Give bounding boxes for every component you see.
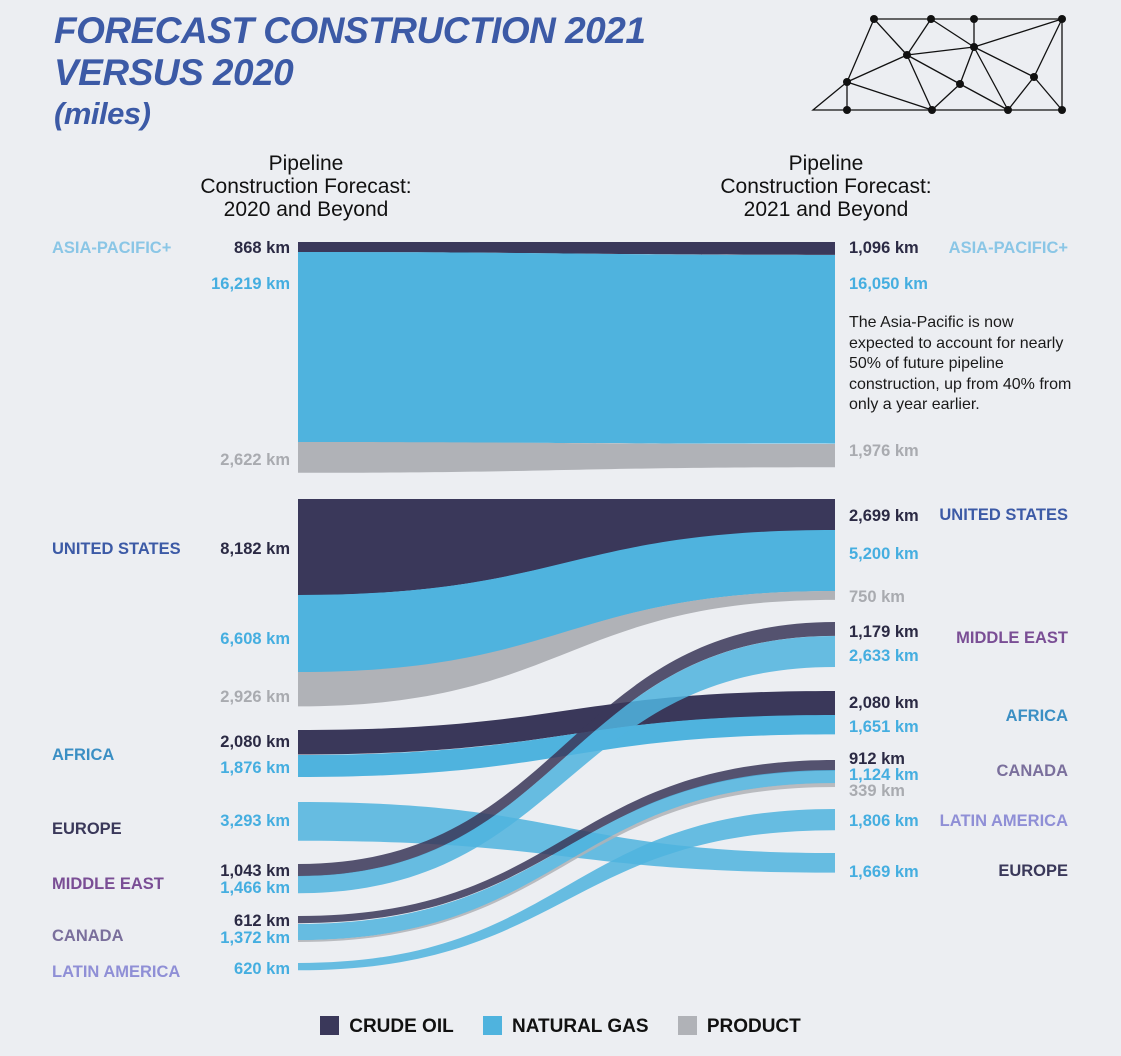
value-2021-canada-natural-gas: 1,124 km: [849, 766, 919, 784]
value-2021-asia-pacific-crude-oil: 1,096 km: [849, 239, 919, 257]
region-label-left-europe: EUROPE: [52, 820, 122, 838]
value-2020-united-states-natural-gas: 6,608 km: [220, 630, 290, 648]
legend-swatch-natural-gas: [483, 1016, 502, 1035]
value-2021-canada-product: 339 km: [849, 782, 905, 800]
legend-item-natural-gas: NATURAL GAS: [483, 1016, 649, 1038]
title-line-2: VERSUS 2020: [54, 52, 294, 93]
value-2020-middle-east-crude-oil: 1,043 km: [220, 862, 290, 880]
region-label-left-middle-east: MIDDLE EAST: [52, 875, 164, 893]
region-label-left-asia-pacific: ASIA-PACIFIC+: [52, 239, 171, 257]
region-label-left-latin-america: LATIN AMERICA: [52, 963, 180, 981]
legend-swatch-crude-oil: [320, 1016, 340, 1035]
value-2020-canada-crude-oil: 612 km: [234, 912, 290, 930]
band-middle-east-crude-oil: [298, 622, 835, 877]
value-2021-united-states-crude-oil: 2,699 km: [849, 507, 919, 525]
band-asia-pacific-natural-gas: [298, 252, 835, 444]
column-header-2021: Pipeline Construction Forecast: 2021 and…: [720, 152, 932, 221]
value-2021-canada-crude-oil: 912 km: [849, 750, 905, 768]
legend-item-product: PRODUCT: [677, 1016, 801, 1038]
value-2020-latin-america-natural-gas: 620 km: [234, 960, 290, 978]
value-2021-middle-east-natural-gas: 2,633 km: [849, 647, 919, 665]
band-africa-crude-oil: [298, 691, 835, 755]
value-2021-africa-natural-gas: 1,651 km: [849, 718, 919, 736]
value-2020-middle-east-natural-gas: 1,466 km: [220, 879, 290, 897]
region-label-right-latin-america: LATIN AMERICA: [940, 812, 1068, 830]
region-label-right-asia-pacific: ASIA-PACIFIC+: [949, 239, 1068, 257]
chart-title: FORECAST CONSTRUCTION 2021 VERSUS 2020 (…: [54, 10, 646, 134]
legend-swatch-product: [677, 1016, 697, 1035]
value-2020-canada-natural-gas: 1,372 km: [220, 929, 290, 947]
value-2020-united-states-product: 2,926 km: [220, 688, 290, 706]
region-label-right-europe: EUROPE: [998, 862, 1068, 880]
value-2021-united-states-natural-gas: 5,200 km: [849, 545, 919, 563]
region-label-right-canada: CANADA: [997, 762, 1069, 780]
legend: CRUDE OIL NATURAL GAS PRODUCT: [0, 1016, 1121, 1038]
value-2020-asia-pacific-natural-gas: 16,219 km: [211, 275, 290, 293]
value-2021-united-states-product: 750 km: [849, 588, 905, 606]
column-header-2020: Pipeline Construction Forecast: 2020 and…: [200, 152, 412, 221]
value-2021-asia-pacific-product: 1,976 km: [849, 442, 919, 460]
title-line-1: FORECAST CONSTRUCTION 2021: [54, 10, 646, 51]
band-canada-crude-oil: [298, 760, 835, 924]
band-asia-pacific-crude-oil: [298, 242, 835, 255]
legend-item-crude-oil: CRUDE OIL: [320, 1016, 454, 1038]
asia-pacific-note: The Asia-Pacific is now expected to acco…: [849, 314, 1072, 413]
region-label-right-middle-east: MIDDLE EAST: [956, 629, 1068, 647]
value-2021-asia-pacific-natural-gas: 16,050 km: [849, 275, 928, 293]
region-label-left-africa: AFRICA: [52, 746, 114, 764]
value-2021-middle-east-crude-oil: 1,179 km: [849, 623, 919, 641]
band-latin-america-natural-gas: [298, 809, 835, 971]
value-2020-europe-natural-gas: 3,293 km: [220, 812, 290, 830]
band-canada-natural-gas: [298, 770, 835, 941]
band-united-states-crude-oil: [298, 499, 835, 596]
value-2021-europe-natural-gas: 1,669 km: [849, 863, 919, 881]
value-2020-united-states-crude-oil: 8,182 km: [220, 540, 290, 558]
value-2020-africa-crude-oil: 2,080 km: [220, 733, 290, 751]
network-logo-icon: [811, 15, 1066, 114]
band-asia-pacific-product: [298, 442, 835, 473]
region-label-right-africa: AFRICA: [1006, 707, 1068, 725]
band-middle-east-natural-gas: [298, 636, 835, 894]
value-2021-africa-crude-oil: 2,080 km: [849, 694, 919, 712]
band-united-states-natural-gas: [298, 530, 835, 673]
region-label-right-united-states: UNITED STATES: [939, 506, 1068, 524]
region-label-left-united-states: UNITED STATES: [52, 540, 181, 558]
band-europe-natural-gas: [298, 802, 835, 873]
value-2021-latin-america-natural-gas: 1,806 km: [849, 812, 919, 830]
value-2020-asia-pacific-product: 2,622 km: [220, 451, 290, 469]
region-label-left-canada: CANADA: [52, 927, 124, 945]
chart-subtitle: (miles): [54, 96, 151, 131]
band-canada-product: [298, 783, 835, 942]
value-2020-asia-pacific-crude-oil: 868 km: [234, 239, 290, 257]
band-united-states-product: [298, 591, 835, 707]
value-2020-africa-natural-gas: 1,876 km: [220, 759, 290, 777]
